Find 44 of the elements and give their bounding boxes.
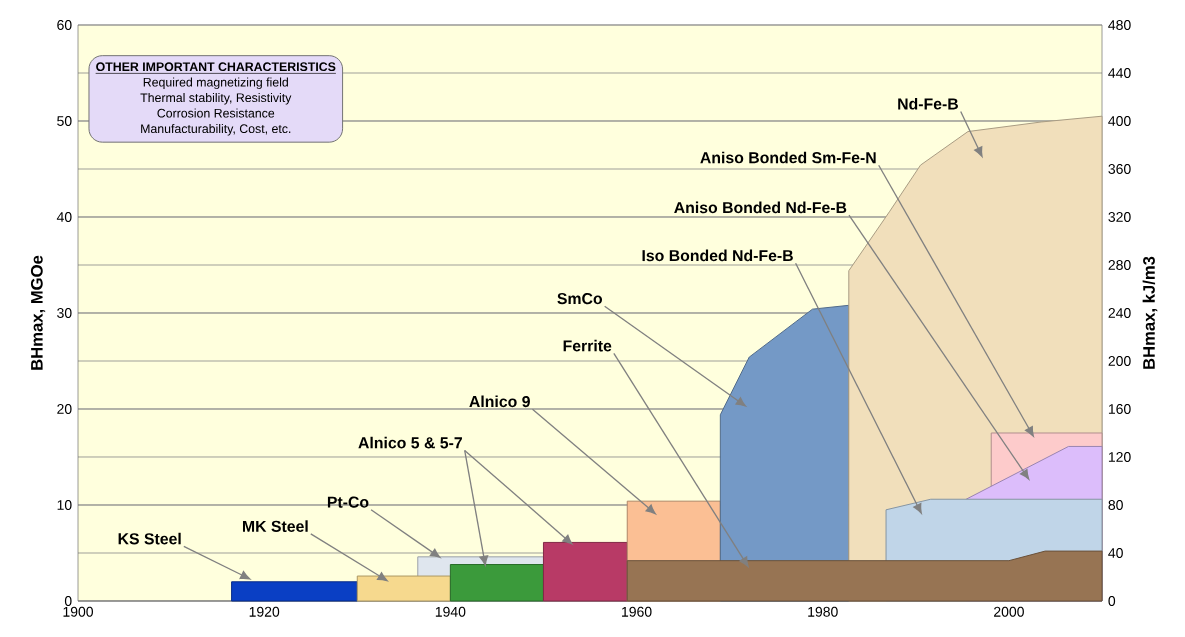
- x-tick-label: 1900: [63, 606, 94, 617]
- x-tick-label: 1920: [249, 606, 280, 617]
- y2-tick-label: 480: [1108, 20, 1131, 30]
- y2-tick-label: 440: [1108, 68, 1131, 78]
- y-tick-label: 50: [57, 116, 72, 126]
- x-tick-label: 2000: [994, 606, 1024, 617]
- text: Alnico 5 & 5-7: [358, 436, 462, 449]
- annotation: OTHER IMPORTANT CHARACTERISTICS: [96, 62, 336, 72]
- text: Iso Bonded Nd-Fe-B: [642, 249, 793, 262]
- y2-tick-label: 320: [1108, 212, 1131, 222]
- text: Ferrite: [563, 339, 612, 352]
- y-axis-title: BHmax, MGOe: [30, 255, 46, 370]
- text: MK Steel: [242, 520, 308, 532]
- text: Pt-Co: [327, 496, 369, 508]
- series-label: Nd-Fe-B: [898, 97, 958, 110]
- y2-tick-label: 200: [1108, 356, 1131, 366]
- y2-tick-label: 160: [1108, 404, 1131, 414]
- y2-tick-label: 120: [1108, 452, 1131, 462]
- y2-tick-label: 40: [1108, 548, 1123, 558]
- y-tick-label: 30: [57, 308, 72, 318]
- text: Aniso Bonded Sm-Fe-N: [700, 151, 876, 164]
- x-tick-label: 1980: [808, 606, 838, 617]
- text: SmCo: [557, 292, 603, 305]
- annotation: Corrosion Resistance: [157, 108, 275, 118]
- y-tick-label: 60: [57, 20, 72, 30]
- y2-tick-label: 360: [1108, 164, 1131, 174]
- y-tick-label: 20: [57, 404, 72, 414]
- y-tick-label: 10: [57, 500, 72, 510]
- text: Alnico 9: [469, 395, 530, 408]
- y2-tick-label: 240: [1108, 308, 1131, 318]
- text: KS Steel: [118, 532, 181, 545]
- y2-tick-label: 0: [1108, 596, 1116, 606]
- y2-tick-label: 80: [1108, 500, 1123, 510]
- y-tick-label: 40: [56, 212, 72, 222]
- y-tick-label: 0: [64, 596, 72, 606]
- annotation: Required magnetizing field: [143, 77, 288, 89]
- y2-tick-label: 280: [1108, 260, 1131, 270]
- y2-tick-label: 400: [1108, 116, 1131, 126]
- annotation: Manufacturability, Cost, etc.: [141, 124, 291, 136]
- text: Aniso Bonded Nd-Fe-B: [674, 201, 847, 214]
- annotation: Thermal stability, Resistivity: [140, 93, 292, 105]
- y2-axis-title: BHmax, kJ/m3: [1142, 256, 1158, 369]
- x-tick-label: 1960: [622, 606, 652, 617]
- x-tick-label: 1940: [435, 606, 466, 617]
